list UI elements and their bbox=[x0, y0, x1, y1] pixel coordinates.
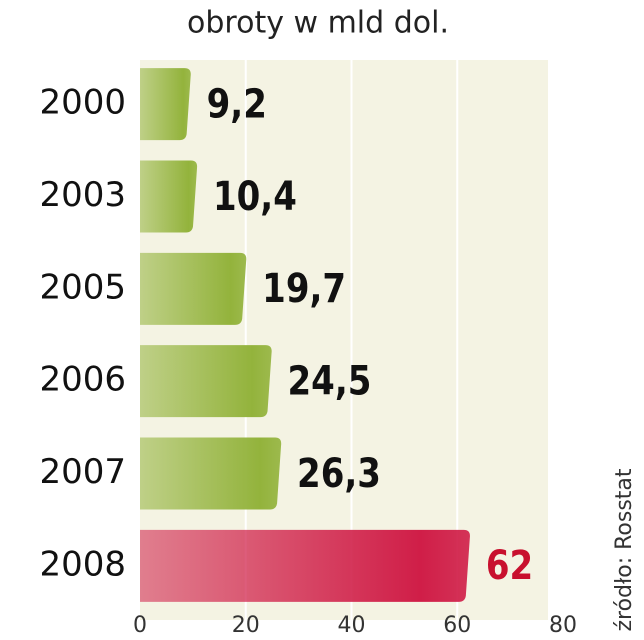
chart-title: obroty w mld dol. bbox=[187, 6, 449, 41]
bar bbox=[140, 529, 470, 602]
y-tick-label: 2008 bbox=[39, 544, 126, 584]
value-label: 10,4 bbox=[213, 173, 297, 219]
value-label: 62 bbox=[486, 543, 533, 589]
value-label: 19,7 bbox=[262, 266, 346, 312]
bar bbox=[140, 252, 247, 325]
bar bbox=[140, 160, 198, 233]
y-tick-label: 2003 bbox=[39, 175, 126, 215]
y-tick-label: 2000 bbox=[39, 83, 126, 123]
y-tick-label: 2005 bbox=[39, 267, 126, 307]
y-tick-label: 2007 bbox=[39, 452, 126, 492]
value-label: 26,3 bbox=[297, 450, 381, 496]
x-tick-label: 80 bbox=[549, 613, 577, 638]
bar bbox=[140, 68, 191, 141]
y-tick-label: 2006 bbox=[39, 360, 126, 400]
value-label: 24,5 bbox=[288, 358, 372, 404]
x-tick-label: 20 bbox=[232, 613, 260, 638]
x-tick-label: 40 bbox=[338, 613, 366, 638]
value-label: 9,2 bbox=[207, 81, 267, 127]
x-tick-label: 0 bbox=[133, 613, 147, 638]
source-note: źródło: Rosstat bbox=[612, 468, 637, 631]
plot-background bbox=[140, 60, 548, 620]
bar bbox=[140, 437, 282, 510]
x-tick-label: 60 bbox=[443, 613, 471, 638]
bar bbox=[140, 345, 272, 418]
